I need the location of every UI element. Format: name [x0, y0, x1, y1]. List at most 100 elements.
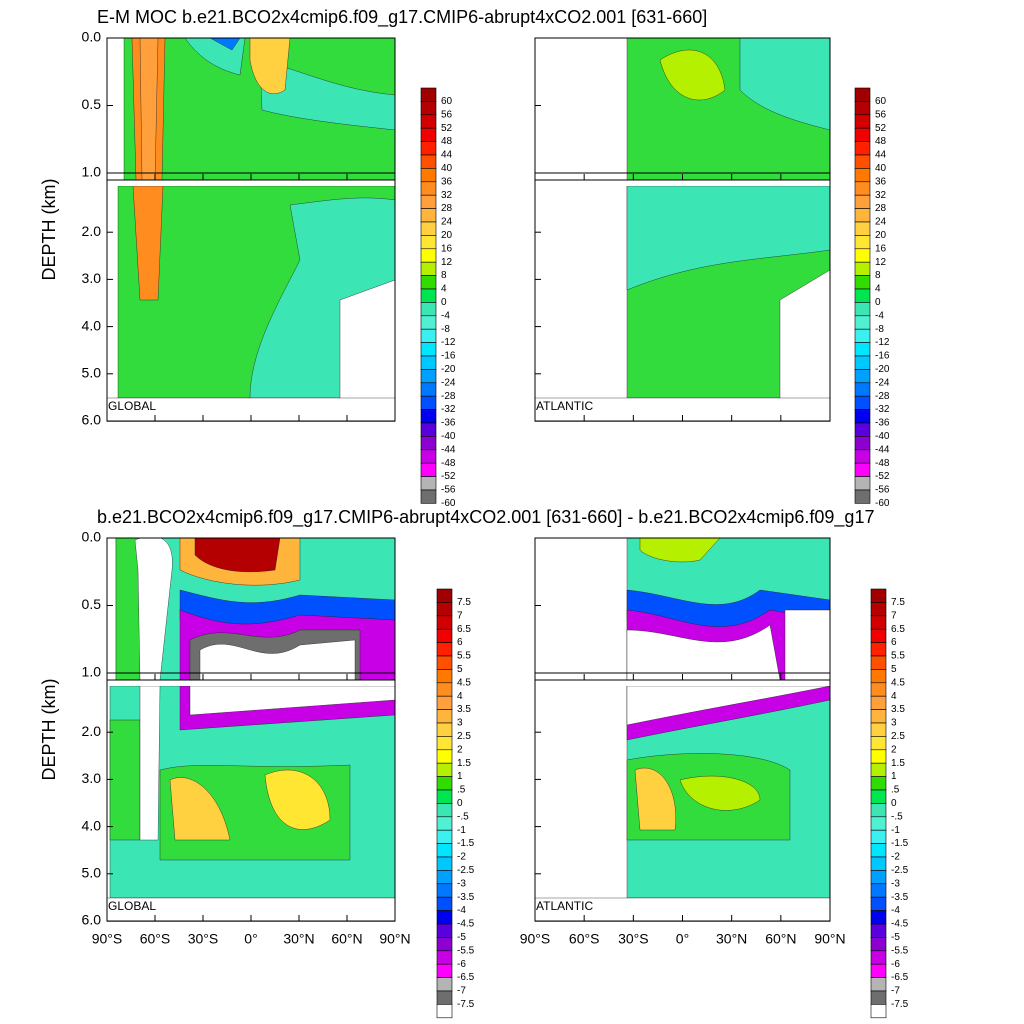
colorbar-label: 12 — [875, 257, 887, 268]
colorbar-box — [854, 101, 871, 116]
colorbar-label: -48 — [441, 458, 456, 469]
colorbar-box — [420, 328, 437, 343]
colorbar-label: -24 — [875, 377, 890, 388]
colorbar-label: -6 — [457, 959, 466, 970]
colorbar-label: -6.5 — [457, 972, 475, 983]
colorbar-label: 16 — [441, 243, 453, 254]
panel-label: GLOBAL — [108, 399, 156, 413]
colorbar-box — [854, 127, 871, 142]
colorbar-box — [436, 816, 453, 831]
colorbar-label: -2.5 — [457, 865, 475, 876]
colorbar-label: -4.5 — [891, 919, 909, 930]
y-tick-label: 5.0 — [82, 365, 102, 381]
colorbar-label: -36 — [875, 418, 890, 429]
colorbar-label: 48 — [875, 136, 887, 147]
colorbar-label: 40 — [441, 163, 453, 174]
colorbar-label: 60 — [441, 96, 453, 107]
y-tick-label: 4.0 — [82, 817, 102, 833]
colorbar-label: -32 — [875, 404, 890, 415]
colorbar-box — [436, 669, 453, 684]
colorbar-box — [854, 315, 871, 330]
colorbar-box — [870, 963, 887, 978]
colorbar-box — [870, 923, 887, 938]
colorbar-label: -7 — [891, 986, 900, 997]
colorbar-box — [436, 870, 453, 885]
colorbar-box — [420, 208, 437, 223]
colorbar-box — [436, 628, 453, 643]
colorbar-label: 2.5 — [457, 731, 471, 742]
colorbar-label: 5 — [457, 664, 463, 675]
colorbar-label: -56 — [875, 485, 890, 496]
colorbar-box — [854, 208, 871, 223]
colorbar-box — [420, 409, 437, 424]
y-tick-label: 1.0 — [82, 164, 102, 180]
colorbar-box — [870, 642, 887, 657]
colorbar-label: 0 — [875, 297, 881, 308]
colorbar-label: -44 — [441, 444, 456, 455]
colorbar-label: 3.5 — [891, 704, 905, 715]
colorbar-box — [854, 168, 871, 183]
colorbar-box — [854, 489, 871, 504]
colorbar-box — [436, 1004, 453, 1019]
panel-label: ATLANTIC — [536, 399, 593, 413]
colorbar-box — [854, 248, 871, 263]
colorbar-box — [870, 669, 887, 684]
colorbar-label: 5 — [891, 664, 897, 675]
colorbar-label: 3 — [457, 718, 463, 729]
x-tick-label: 90°N — [379, 931, 410, 947]
y-tick-label: 6.0 — [82, 912, 102, 928]
colorbar-label: 16 — [875, 243, 887, 254]
x-tick-label: 90°N — [814, 931, 845, 947]
colorbar-box — [420, 369, 437, 384]
colorbar-label: -3.5 — [891, 892, 909, 903]
colorbar-box — [436, 776, 453, 791]
colorbar-box — [870, 588, 887, 603]
colorbar-box — [420, 342, 437, 357]
colorbar-box — [420, 261, 437, 276]
y-tick-label: 2.0 — [82, 723, 102, 739]
colorbar-box — [870, 870, 887, 885]
colorbar-box — [420, 194, 437, 209]
colorbar-box — [870, 602, 887, 617]
colorbar-box — [436, 910, 453, 925]
colorbar-label: 44 — [441, 150, 453, 161]
colorbar-box — [854, 462, 871, 477]
colorbar-box — [854, 422, 871, 437]
colorbar-box — [870, 816, 887, 831]
colorbar-box — [870, 977, 887, 992]
colorbar-label: 44 — [875, 150, 887, 161]
colorbar-label: 7.5 — [891, 597, 905, 608]
y-tick-label: 2.0 — [82, 223, 102, 239]
colorbar-label: 0 — [457, 798, 463, 809]
colorbar-box — [420, 302, 437, 317]
colorbar-box — [870, 736, 887, 751]
x-tick-label: 90°S — [520, 931, 551, 947]
colorbar-label: -40 — [875, 431, 890, 442]
colorbar-box — [870, 762, 887, 777]
colorbar-box — [870, 896, 887, 911]
colorbar-box — [420, 141, 437, 156]
y-tick-label: 0.5 — [82, 96, 102, 112]
colorbar-box — [420, 355, 437, 370]
colorbar-box — [854, 369, 871, 384]
colorbar-label: -2.5 — [891, 865, 909, 876]
colorbar-label: -44 — [875, 444, 890, 455]
colorbar-label: -60 — [441, 498, 456, 509]
colorbar-label: -4 — [875, 310, 884, 321]
colorbar-label: -36 — [441, 418, 456, 429]
y-axis-label: DEPTH (km) — [39, 679, 59, 781]
colorbar-box — [436, 896, 453, 911]
colorbar-label: 6.5 — [891, 624, 905, 635]
y-tick-label: 0.0 — [82, 29, 102, 45]
colorbar-box — [870, 883, 887, 898]
colorbar-box — [420, 288, 437, 303]
colorbar-box — [420, 127, 437, 142]
colorbar-box — [436, 682, 453, 697]
colorbar-box — [436, 722, 453, 737]
panel-label: GLOBAL — [108, 899, 156, 913]
colorbar-box — [436, 990, 453, 1005]
colorbar-box — [870, 655, 887, 670]
colorbar-label: 1 — [891, 771, 897, 782]
colorbar-box — [854, 288, 871, 303]
